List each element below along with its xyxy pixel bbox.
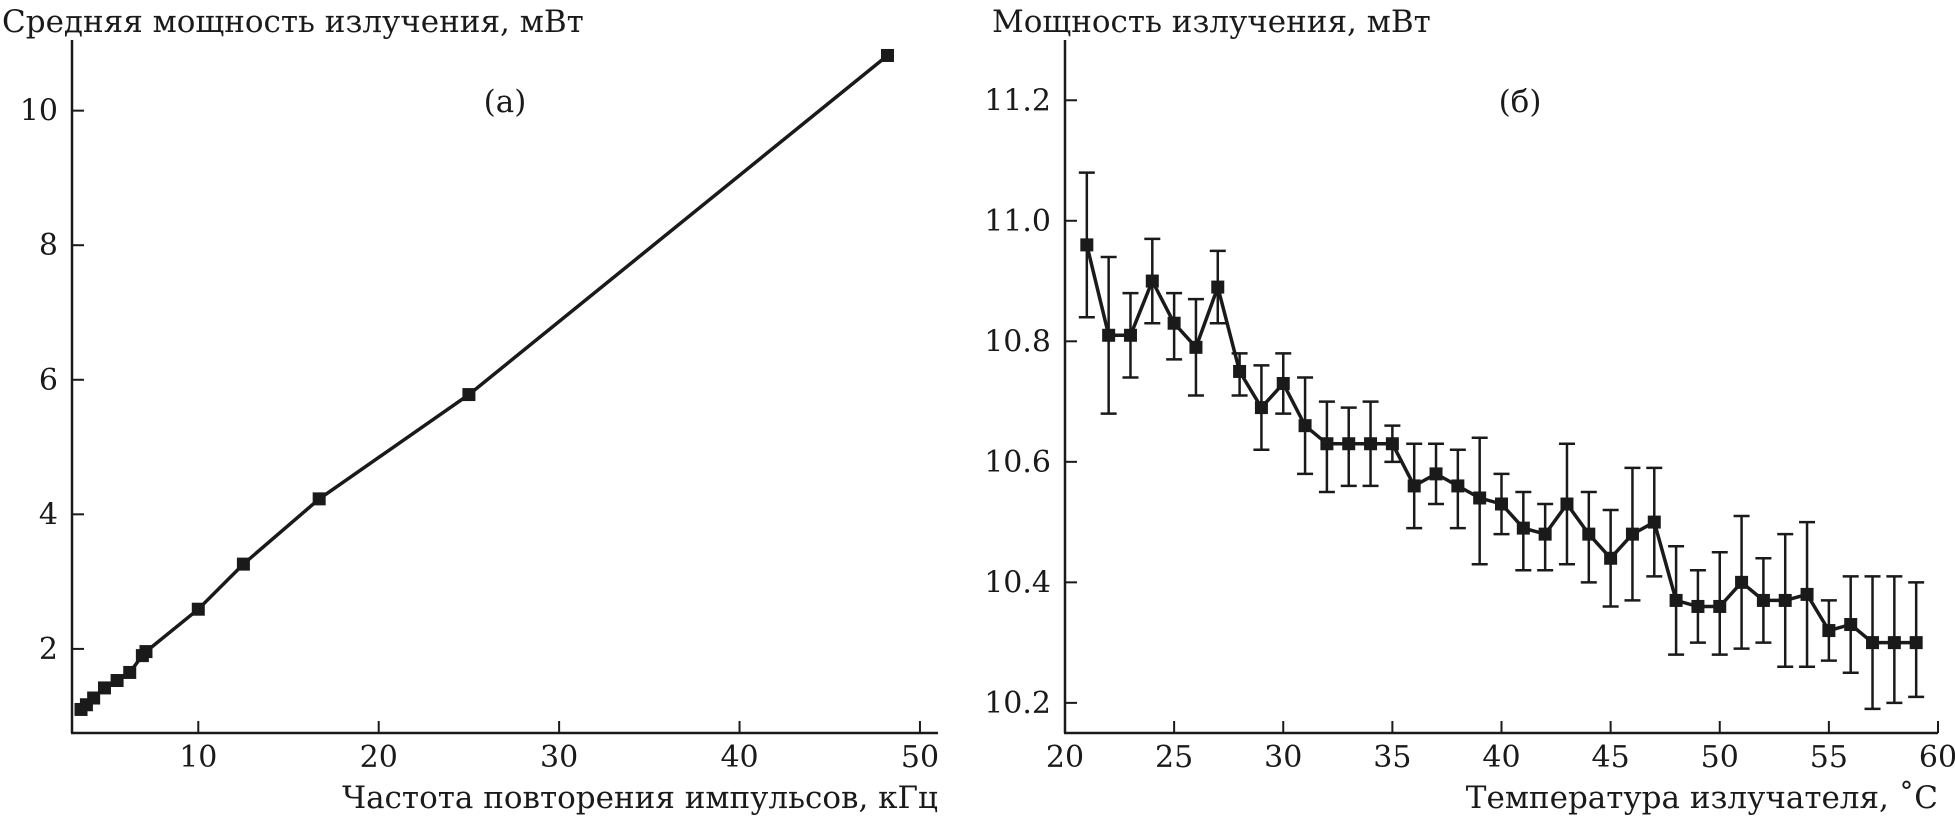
y-tick-label-b: 10.6 [984,445,1051,480]
data-point-a [110,674,124,688]
y-tick-label-a: 8 [39,228,58,263]
data-point-a [97,681,111,695]
data-point-b [1735,575,1749,589]
data-point-b [1887,636,1901,650]
data-point-b [1451,479,1465,493]
x-tick-label-b: 45 [1592,740,1630,775]
data-point-b [1778,593,1792,607]
x-ticks-b: 20 25 30 35 40 45 50 55 60 [1046,721,1955,775]
series-a [74,48,894,716]
data-point-b [1756,593,1770,607]
data-point-b [1473,491,1487,505]
data-point-a [87,691,101,705]
data-point-b [1560,497,1574,511]
x-tick-label-a: 50 [901,740,939,775]
x-tick-label-a: 40 [720,740,758,775]
y-axis-label-b: Мощность излучения, мВт [992,4,1431,40]
series-line-b [1085,244,1917,645]
y-axis-label-a: Средняя мощность излучения, мВт [2,4,584,40]
data-point-b [1145,274,1159,288]
data-point-b [1538,527,1552,541]
x-tick-label-b: 40 [1482,740,1520,775]
x-tick-label-a: 30 [540,740,578,775]
x-ticks-a: 10 20 30 40 50 [179,721,939,775]
x-tick-label-a: 20 [360,740,398,775]
y-ticks-a: 2 4 6 8 10 [20,94,84,667]
data-point-b [1080,238,1094,252]
data-point-b [1625,527,1639,541]
data-point-b [1647,515,1661,529]
data-point-b [1254,401,1268,415]
data-point-a [312,492,326,506]
data-point-b [1407,479,1421,493]
data-point-a [462,388,476,402]
y-tick-label-a: 6 [39,363,58,398]
data-point-b [1713,599,1727,613]
data-point-b [1298,419,1312,433]
data-point-b [1691,599,1705,613]
data-point-b [1909,636,1923,650]
y-tick-label-a: 2 [39,632,58,667]
x-tick-label-b: 60 [1919,740,1955,775]
x-tick-label-b: 30 [1264,740,1302,775]
y-ticks-b: 10.2 10.4 10.6 10.8 11.0 11.2 [984,83,1077,721]
y-tick-label-b: 11.2 [984,83,1051,118]
data-point-b [1385,437,1399,451]
data-point-b [1167,316,1181,330]
y-tick-label-b: 11.0 [984,204,1051,239]
x-axis-label-b: Температура излучателя, ˚С [1466,780,1938,816]
data-point-b [1364,437,1378,451]
data-point-b [1276,376,1290,390]
chart-panel-a: Средняя мощность излучения, мВт (а) 10 20… [2,4,939,816]
data-point-b [1189,340,1203,354]
data-point-b [1233,364,1247,378]
y-tick-label-b: 10.8 [984,324,1051,359]
data-point-b [1822,624,1836,638]
data-point-b [1516,521,1530,535]
data-point-a [236,557,250,571]
panel-label-b: (б) [1499,84,1542,120]
data-point-b [1582,527,1596,541]
y-tick-label-b: 10.4 [984,565,1051,600]
data-point-b [1866,636,1880,650]
data-point-b [1342,437,1356,451]
data-point-a [880,48,894,62]
data-point-b [1123,328,1137,342]
chart-panel-b: Мощность излучения, мВт (б) 20 25 30 35 40 45… [984,4,1955,816]
x-tick-label-b: 25 [1155,740,1193,775]
data-point-b [1844,618,1858,632]
data-point-b [1211,280,1225,294]
data-point-a [139,645,153,659]
x-tick-label-b: 55 [1810,740,1848,775]
data-point-b [1604,551,1618,565]
data-point-b [1102,328,1116,342]
data-point-b [1320,437,1334,451]
series-b [1078,171,1925,711]
x-tick-label-b: 35 [1373,740,1411,775]
x-tick-label-b: 20 [1046,740,1084,775]
y-tick-label-b: 10.2 [984,686,1051,721]
data-point-b [1495,497,1508,511]
y-tick-label-a: 4 [39,497,58,532]
data-point-b [1429,467,1443,481]
y-tick-label-a: 10 [20,94,58,129]
data-point-a [191,602,205,616]
x-tick-label-b: 50 [1701,740,1739,775]
x-tick-label-a: 10 [179,740,217,775]
x-axis-label-a: Частота повторения импульсов, кГц [342,780,938,816]
panel-label-a: (а) [484,84,527,120]
data-point-a [123,665,137,679]
data-point-b [1800,587,1814,601]
data-point-b [1669,593,1683,607]
